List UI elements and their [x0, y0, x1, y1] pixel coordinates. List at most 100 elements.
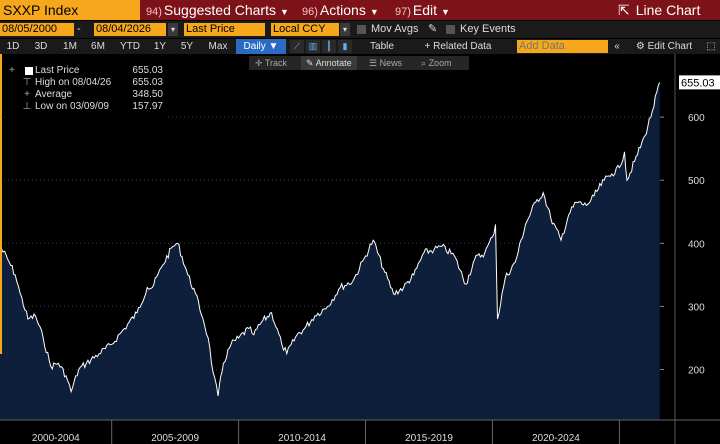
related-data-button[interactable]: + Related Data [424, 41, 492, 52]
volume-icon[interactable]: ▮ [338, 40, 352, 53]
period-ytd[interactable]: YTD [120, 41, 140, 52]
legend-average: + Average 348.50 [5, 89, 167, 100]
mov-avgs-label[interactable]: Mov Avgs [371, 23, 419, 35]
export-icon: ⇱ [618, 2, 630, 18]
news-tool[interactable]: ☰ News [369, 56, 402, 70]
expand-icon[interactable]: ⬚ [706, 41, 716, 52]
chart-tools-bar: ✛ Track ✎ Annotate ☰ News ⌕ Zoom [249, 56, 469, 70]
track-tool[interactable]: ✛ Track [255, 56, 287, 70]
price-area [0, 82, 660, 421]
frequency-dropdown[interactable]: Daily ▼ [236, 39, 286, 54]
news-icon: ☰ [369, 58, 378, 68]
key-events-checkbox[interactable] [446, 25, 455, 34]
legend-low: ⊥ Low on 03/09/09 157.97 [5, 101, 167, 112]
calendar-dropdown-icon[interactable]: ▾ [168, 23, 178, 36]
ticker-input[interactable]: SXXP Index [0, 0, 140, 20]
legend-average-value: 348.50 [132, 89, 163, 100]
edit-menu[interactable]: 97) Edit ▼ [395, 0, 450, 20]
suggested-charts-menu[interactable]: 94) Suggested Charts ▼ [146, 0, 289, 20]
crosshair-icon: ✛ [255, 58, 263, 68]
chevron-down-icon: ▼ [369, 7, 379, 17]
last-price-box [679, 75, 720, 90]
legend-average-label: Average [35, 89, 73, 100]
bar-chart-icon[interactable]: ▥ [306, 40, 320, 53]
x-tick-label: 2015-2019 [405, 433, 453, 444]
period-1y[interactable]: 1Y [153, 41, 167, 52]
legend-last-price[interactable]: + Last Price 655.03 [5, 65, 167, 76]
edit-shortcut: 97) [395, 6, 411, 18]
chevron-down-icon: ▼ [279, 7, 289, 17]
legend-low-label: Low on 03/09/09 [35, 101, 109, 112]
chart-legend: + Last Price 655.03 ⊤ High on 08/04/26 6… [5, 63, 167, 119]
legend-low-value: 157.97 [132, 101, 163, 112]
add-data-input[interactable] [517, 40, 608, 53]
pencil-icon: ✎ [306, 58, 314, 68]
currency-dropdown-icon[interactable]: ▾ [340, 23, 350, 36]
track-label: Track [264, 58, 288, 68]
y-axis: 200 300 400 500 600 [660, 54, 705, 444]
period-6m[interactable]: 6M [91, 41, 105, 52]
period-bar: 1D 3D 1M 6M YTD 1Y 5Y Max Daily ▼ ⟋ ▥ ┃ … [0, 39, 720, 54]
price-chart[interactable]: 200 300 400 500 600 2000-2004 2005-2009 2010-2… [0, 54, 720, 444]
key-events-label[interactable]: Key Events [460, 23, 516, 35]
actions-label: Actions [319, 2, 366, 18]
end-date-field[interactable]: 08/04/2026 [94, 23, 166, 36]
edit-chart-button[interactable]: ⚙ Edit Chart [628, 39, 700, 54]
date-separator: - [77, 23, 81, 35]
series-swatch-icon [25, 67, 33, 75]
x-tick-label: 2005-2009 [151, 433, 199, 444]
actions-menu[interactable]: 96) Actions ▼ [302, 0, 379, 20]
period-max[interactable]: Max [208, 41, 228, 52]
legend-last-price-label: Last Price [35, 65, 80, 76]
line-chart-icon[interactable]: ⟋ [290, 40, 304, 53]
period-1d[interactable]: 1D [6, 41, 20, 52]
zoom-label: Zoom [428, 58, 452, 68]
top-menu-bar: SXXP Index 94) Suggested Charts ▼ 96) Actio… [0, 0, 720, 20]
x-tick-label: 2000-2004 [32, 433, 80, 444]
gear-icon: ⚙ [635, 41, 645, 52]
period-1m[interactable]: 1M [63, 41, 77, 52]
magnifier-icon: ⌕ [421, 58, 427, 68]
y-tick-label: 300 [688, 302, 705, 313]
candle-chart-icon[interactable]: ┃ [322, 40, 336, 53]
news-label: News [379, 58, 403, 68]
period-5y[interactable]: 5Y [180, 41, 194, 52]
frequency-label: Daily [243, 41, 266, 52]
collapse-icon[interactable]: « [614, 41, 620, 52]
legend-high: ⊤ High on 08/04/26 655.03 [5, 77, 167, 88]
chevron-down-icon: ▼ [441, 7, 450, 17]
annotate-label: Annotate [315, 58, 352, 68]
y-tick-label: 600 [688, 113, 705, 124]
edit-chart-label: Edit Chart [647, 41, 693, 52]
average-marker-icon: + [24, 89, 30, 100]
legend-last-price-value: 655.03 [132, 65, 163, 76]
suggested-charts-label: Suggested Charts [163, 2, 276, 18]
currency-selector[interactable]: Local CCY [271, 23, 339, 36]
mov-avgs-checkbox[interactable] [357, 25, 366, 34]
annotate-tool[interactable]: ✎ Annotate [301, 56, 357, 70]
start-date-field[interactable]: 08/05/2000 [0, 23, 74, 36]
pencil-icon[interactable]: ✎ [428, 23, 438, 35]
table-button[interactable]: Table [370, 41, 394, 52]
plus-icon: + [9, 65, 15, 76]
y-tick-label: 200 [688, 366, 705, 377]
edit-label: Edit [412, 2, 438, 18]
suggested-charts-shortcut: 94) [146, 6, 162, 18]
zoom-tool[interactable]: ⌕ Zoom [421, 56, 452, 70]
last-price-label: 655.03 [681, 77, 715, 89]
x-axis: 2000-2004 2005-2009 2010-2014 2015-2019 2020… [0, 419, 720, 444]
high-marker-icon: ⊤ [22, 77, 32, 88]
x-tick-label: 2010-2014 [278, 433, 326, 444]
legend-high-value: 655.03 [132, 77, 163, 88]
y-tick-label: 400 [688, 239, 705, 250]
x-tick-label: 2020-2024 [532, 433, 580, 444]
line-chart-label: Line Chart [635, 2, 701, 18]
actions-shortcut: 96) [302, 6, 318, 18]
last-price-marker: 655.03 [679, 75, 720, 90]
line-chart-button[interactable]: ⇱ Line Chart [618, 0, 700, 20]
field-selector[interactable]: Last Price [184, 23, 265, 36]
period-3d[interactable]: 3D [34, 41, 48, 52]
selection-edge [0, 54, 2, 354]
price-line [0, 82, 661, 397]
y-tick-label: 500 [688, 176, 705, 187]
